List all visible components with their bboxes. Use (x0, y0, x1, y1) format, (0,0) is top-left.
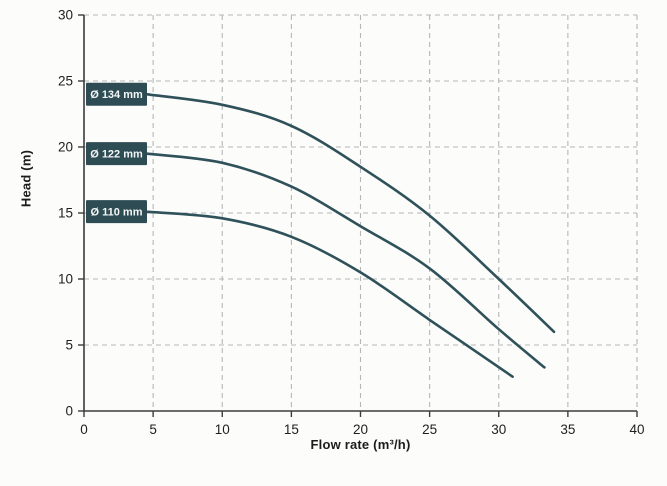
x-tick-label: 20 (353, 422, 368, 437)
y-tick-label: 5 (65, 338, 73, 353)
y-tick-label: 15 (58, 206, 73, 221)
y-tick-label: 0 (65, 404, 73, 419)
series-curve (144, 152, 546, 369)
y-axis-title: Head (m) (18, 149, 34, 208)
x-axis-title: Flow rate (m³/h) (310, 437, 411, 452)
x-tick-label: 25 (422, 422, 437, 437)
series-badge (86, 200, 147, 224)
y-tick-label: 30 (58, 8, 73, 23)
x-tick-label: 40 (629, 422, 644, 437)
series-curve (144, 92, 556, 334)
series-badge-label: Ø 110 mm (91, 207, 143, 219)
y-tick-label: 20 (58, 140, 73, 155)
series-curve (144, 210, 514, 378)
x-tick-label: 5 (149, 422, 157, 437)
x-tick-label: 15 (284, 422, 299, 437)
y-tick-label: 25 (58, 74, 73, 89)
series-badge (86, 142, 147, 166)
y-tick-label: 10 (58, 272, 73, 287)
x-tick-label: 10 (215, 422, 230, 437)
x-tick-label: 0 (80, 422, 88, 437)
series-badge-label: Ø 134 mm (90, 89, 143, 101)
series-badge-label: Ø 122 mm (90, 149, 143, 161)
x-tick-label: 30 (491, 422, 506, 437)
series-badge (86, 82, 147, 106)
x-tick-label: 35 (560, 422, 575, 437)
